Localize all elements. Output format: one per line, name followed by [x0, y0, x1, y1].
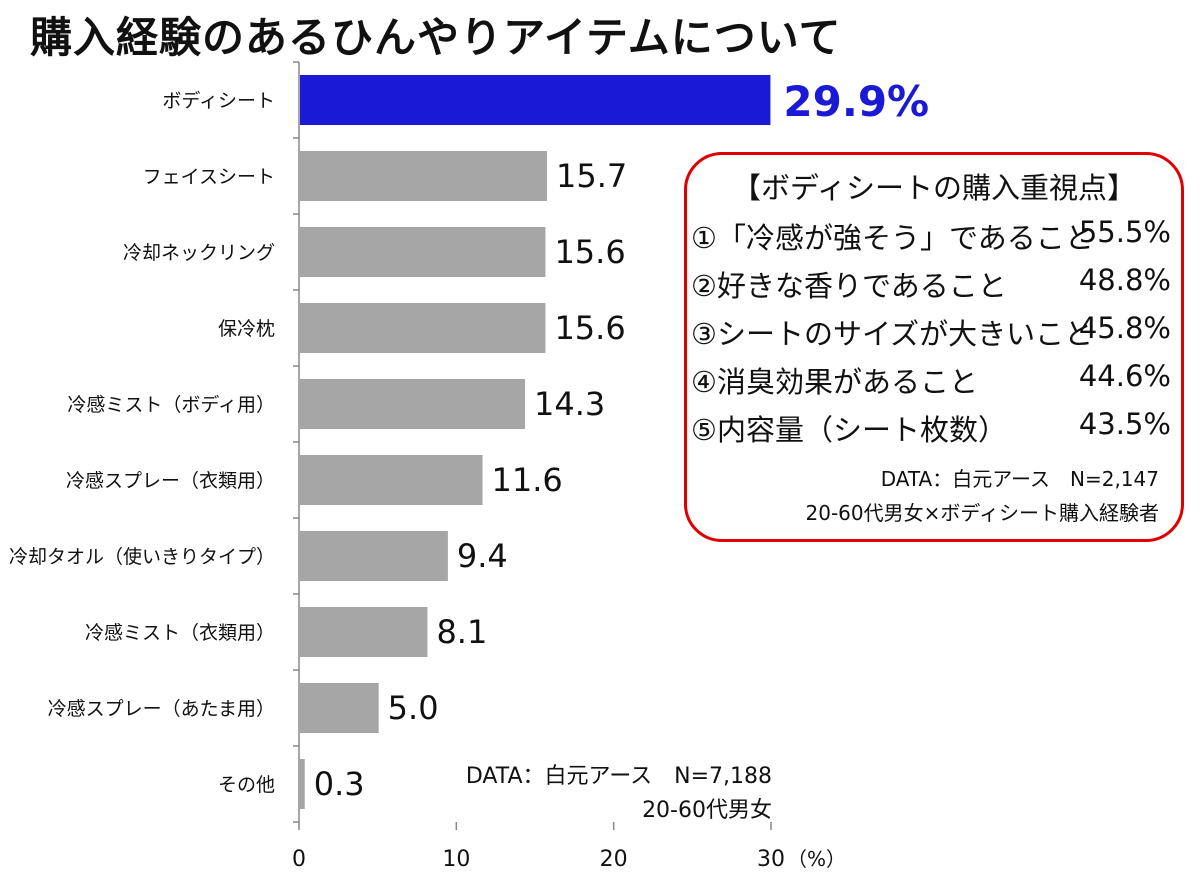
category-label: 冷感ミスト（衣類用） [85, 622, 275, 644]
category-label: フェイスシート [143, 166, 275, 188]
callout-item-2-value: 48.8% [1078, 263, 1171, 297]
callout-item-4-label: ④消臭効果があること [691, 365, 978, 399]
bar [300, 455, 483, 505]
callout-item-3-label: ③シートのサイズが大きいこと [691, 317, 1094, 351]
bar [300, 683, 379, 733]
data-label: 9.4 [457, 537, 508, 575]
chart-title: 購入経験のあるひんやりアイテムについて [30, 13, 842, 62]
callout-sample-note: 20-60代男女×ボディシート購入経験者 [805, 501, 1159, 525]
callout-title: 【ボディシートの購入重視点】 [732, 171, 1136, 205]
callout-item-2-label: ②好きな香りであること [691, 269, 1007, 303]
bar [300, 531, 448, 581]
callout-box: 【ボディシートの購入重視点】 ①「冷感が強そう」であること 55.5% ②好きな… [684, 152, 1184, 542]
category-label: その他 [218, 774, 275, 796]
callout-item-3-value: 45.8% [1078, 311, 1171, 345]
data-label: 8.1 [436, 613, 487, 651]
bar [300, 303, 546, 353]
bar [300, 379, 525, 429]
data-label: 15.7 [556, 157, 627, 195]
x-axis-unit: （%） [787, 847, 846, 871]
callout-data-source: DATA：白元アース N=2,147 [880, 467, 1159, 491]
data-label: 14.3 [534, 385, 605, 423]
category-label: 冷却ネックリング [123, 242, 275, 264]
data-label: 11.6 [492, 461, 563, 499]
bar [300, 151, 548, 201]
x-tick-label: 0 [292, 847, 306, 872]
category-label: 冷感スプレー（あたま用） [48, 698, 275, 720]
bar [300, 607, 428, 657]
callout-item-5-value: 43.5% [1078, 407, 1171, 441]
callout-item-4-value: 44.6% [1078, 359, 1171, 393]
data-label: 15.6 [554, 233, 625, 271]
category-label: 冷感ミスト（ボディ用） [67, 394, 275, 416]
x-tick-label: 10 [442, 847, 470, 872]
bar-highlight [300, 75, 771, 125]
category-label: 冷却タオル（使いきりタイプ） [9, 546, 275, 568]
data-label: 15.6 [554, 309, 625, 347]
data-label: 5.0 [388, 689, 439, 727]
chart-data-source: DATA：白元アース N=7,188 [465, 764, 772, 789]
x-tick-label: 20 [600, 847, 628, 872]
category-label: 冷感スプレー（衣類用） [66, 470, 275, 492]
chart-sample-note: 20-60代男女 [642, 798, 772, 823]
category-label: 保冷枕 [218, 318, 275, 340]
data-label-highlight: 29.9% [783, 77, 929, 126]
callout-item-5-label: ⑤内容量（シート枚数） [691, 413, 1007, 447]
x-tick-label: 30 [757, 847, 785, 872]
callout-item-1-label: ①「冷感が強そう」であること [691, 221, 1094, 255]
data-label: 0.3 [314, 765, 365, 803]
bar [300, 759, 305, 809]
bar [300, 227, 546, 277]
callout-item-1-value: 55.5% [1078, 215, 1171, 249]
category-label: ボディシート [162, 90, 275, 112]
